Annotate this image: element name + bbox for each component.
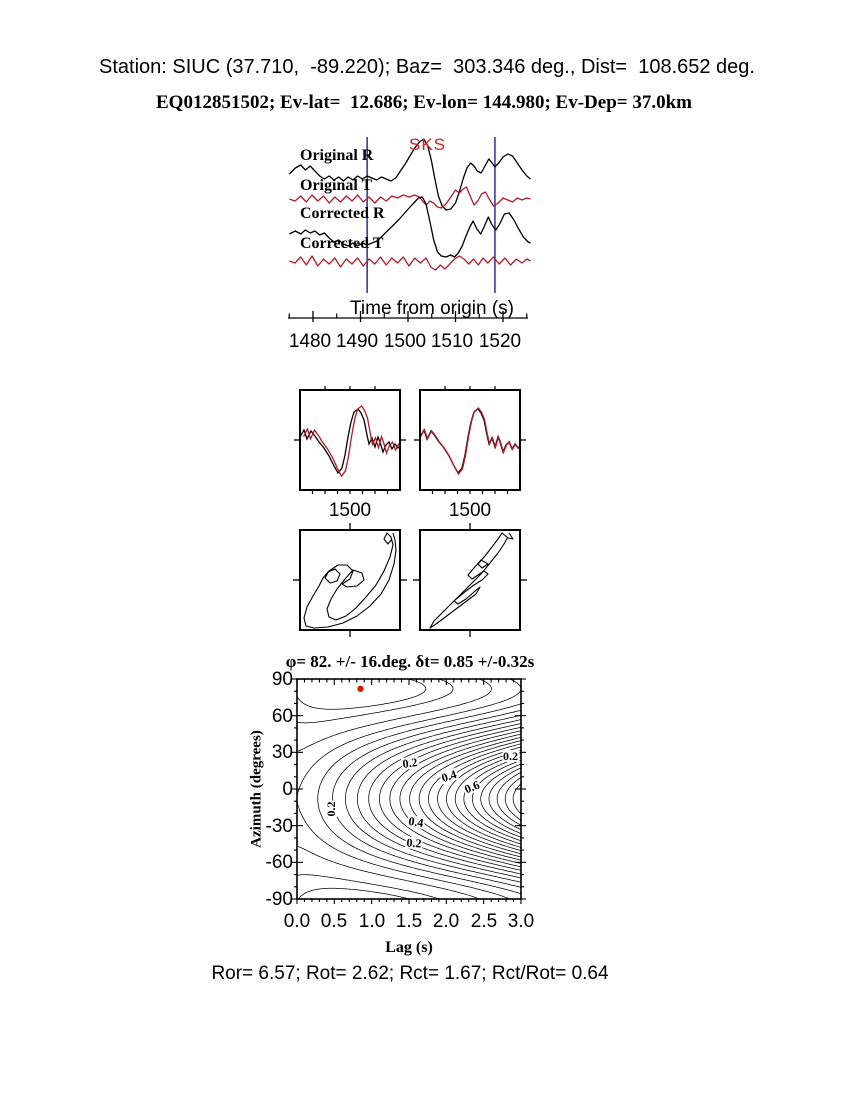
lag-tick-label: 0.5: [320, 911, 348, 932]
lag-tick-label: 2.5: [470, 911, 498, 932]
contour-line: [317, 703, 522, 895]
error-surface-contours: [296, 678, 522, 900]
contour-line: [480, 763, 522, 834]
time-axis-label: Time from origin (s): [350, 298, 514, 319]
best-fit-dot: [357, 685, 364, 692]
contour-line: [332, 709, 522, 888]
azimuth-tick-label: 30: [271, 742, 293, 763]
azimuth-tick-label: 60: [271, 706, 293, 727]
azimuth-tick-label: 0: [282, 779, 293, 800]
lag-tick-label: 1.5: [395, 911, 423, 932]
contour-value-label: 0.2: [324, 800, 339, 818]
contour-line: [418, 740, 522, 858]
contour-line: [368, 723, 522, 875]
trace-label-original-t: Original T: [300, 177, 373, 194]
contour-line: [357, 719, 522, 879]
station-title: Station: SIUC (37.710, -89.220); Baz= 30…: [99, 56, 755, 78]
particle-box: [299, 529, 401, 631]
time-tick-label: 1500: [383, 331, 427, 352]
contour-line: [488, 767, 522, 830]
overlay-fast-trace: [300, 408, 400, 475]
particle-box: [419, 529, 521, 631]
time-tick-label: 1480: [288, 331, 332, 352]
particle-motion-path-original: [303, 532, 397, 629]
azimuth-tick-label: -30: [265, 816, 293, 837]
lag-tick-label: 3.0: [507, 911, 535, 932]
contour-frame: [296, 678, 522, 900]
event-title: EQ012851502; Ev-lat= 12.686; Ev-lon= 144…: [156, 92, 692, 113]
contour-value-label: 0.4: [407, 814, 426, 830]
lag-tick-label: 1.0: [358, 911, 386, 932]
contour-line: [379, 726, 522, 871]
overlay-slow-trace: [302, 404, 400, 478]
azimuth-tick-label: -90: [265, 889, 293, 910]
trace-corrected-t: [289, 255, 531, 271]
time-tick-label: 1490: [335, 331, 379, 352]
overlay-box: [419, 389, 521, 491]
time-tick-label: 1510: [430, 331, 474, 352]
overlay-left-tick-label: 1500: [328, 500, 372, 521]
overlay-fast-trace: [420, 408, 520, 475]
particle-motion-path-corrected: [429, 532, 514, 629]
contour-line: [512, 783, 522, 815]
trace-label-corrected-r: Corrected R: [300, 205, 385, 222]
phase-label-sks: SKS: [409, 135, 447, 154]
contour-line: [296, 678, 522, 900]
trace-label-corrected-t: Corrected T: [300, 235, 384, 252]
time-tick-label: 1520: [478, 331, 522, 352]
contour-title: φ= 82. +/- 16.deg. δt= 0.85 +/-0.32s: [285, 652, 535, 671]
contour-line: [399, 733, 522, 864]
azimuth-tick-label: -60: [265, 852, 293, 873]
azimuth-tick-label: 90: [271, 669, 293, 690]
overlay-slow-trace: [420, 407, 520, 476]
contour-value-label: 0.2: [502, 749, 520, 763]
trace-original-r: [288, 138, 531, 211]
overlay-right-tick-label: 1500: [448, 500, 492, 521]
contour-line: [454, 753, 522, 845]
contour-line: [389, 730, 522, 868]
lag-axis-label: Lag (s): [385, 939, 433, 956]
stats-line: Ror= 6.57; Rot= 2.62; Rct= 1.67; Rct/Rot…: [211, 963, 609, 984]
lag-tick-label: 0.0: [283, 911, 311, 932]
contour-value-label: 0.2: [405, 835, 424, 851]
overlay-box: [299, 389, 401, 491]
contour-value-label: 0.2: [401, 755, 420, 772]
lag-tick-label: 2.0: [432, 911, 460, 932]
trace-label-original-r: Original R: [300, 147, 374, 164]
trace-corrected-r: [289, 196, 531, 258]
